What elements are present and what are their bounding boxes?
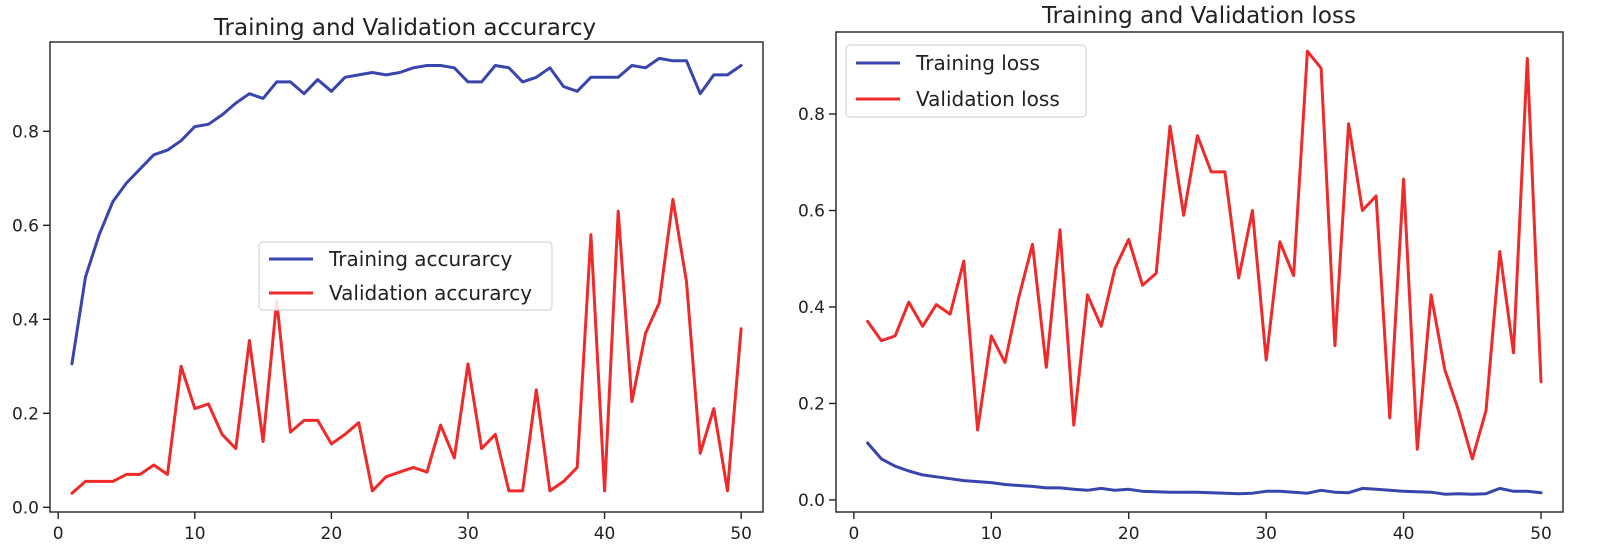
accuracy-x-tick-label: 0 [53, 524, 64, 544]
loss-x-tick-label: 50 [1530, 524, 1552, 544]
accuracy-legend-label-training: Training accurarcy [328, 247, 512, 271]
accuracy-panel: Training and Validation accurarcy 0 10 20 3… [12, 15, 764, 544]
loss-x-tick-label: 30 [1255, 524, 1277, 544]
loss-chart-title: Training and Validation loss [1041, 3, 1356, 29]
loss-series-line-validation [866, 49, 1543, 461]
loss-y-tick-label: 0.2 [798, 394, 825, 414]
loss-y-tick-label: 0.0 [798, 491, 825, 511]
accuracy-y-tick-label: 0.6 [12, 216, 39, 236]
loss-legend-label-validation: Validation loss [916, 87, 1060, 111]
loss-y-tick-label: 0.6 [798, 201, 825, 221]
accuracy-x-tick-label: 50 [730, 524, 752, 544]
accuracy-legend-box [258, 241, 553, 311]
loss-series-line-training [866, 441, 1543, 496]
loss-x-tick-label: 20 [1118, 524, 1140, 544]
loss-legend-label-training: Training loss [915, 51, 1040, 75]
loss-legend: Training loss Validation loss [845, 44, 1087, 118]
loss-x-tick-label: 0 [848, 524, 859, 544]
accuracy-x-tick-label: 40 [594, 524, 616, 544]
accuracy-legend: Training accurarcy Validation accurarcy [258, 241, 553, 311]
loss-legend-box [845, 44, 1087, 118]
accuracy-x-tick-label: 10 [184, 524, 206, 544]
loss-panel: Training and Validation loss 0 10 20 30 40 50… [798, 3, 1564, 544]
loss-x-tick-label: 40 [1393, 524, 1415, 544]
accuracy-y-tick-label: 0.8 [12, 122, 39, 142]
accuracy-series-line-training [70, 56, 743, 366]
accuracy-x-tick-label: 30 [457, 524, 479, 544]
loss-axes-frame [835, 31, 1564, 513]
loss-y-tick-label: 0.8 [798, 105, 825, 125]
accuracy-series-line-validation [70, 197, 743, 495]
loss-x-tick-label: 10 [980, 524, 1002, 544]
accuracy-y-tick-label: 0.2 [12, 404, 39, 424]
accuracy-axes-frame [49, 41, 764, 513]
loss-y-tick-label: 0.4 [798, 298, 825, 318]
accuracy-x-tick-label: 20 [321, 524, 343, 544]
accuracy-y-tick-label: 0.4 [12, 310, 39, 330]
accuracy-legend-label-validation: Validation accurarcy [329, 281, 532, 305]
accuracy-chart-title: Training and Validation accurarcy [213, 15, 596, 41]
accuracy-y-tick-label: 0.0 [12, 498, 39, 518]
